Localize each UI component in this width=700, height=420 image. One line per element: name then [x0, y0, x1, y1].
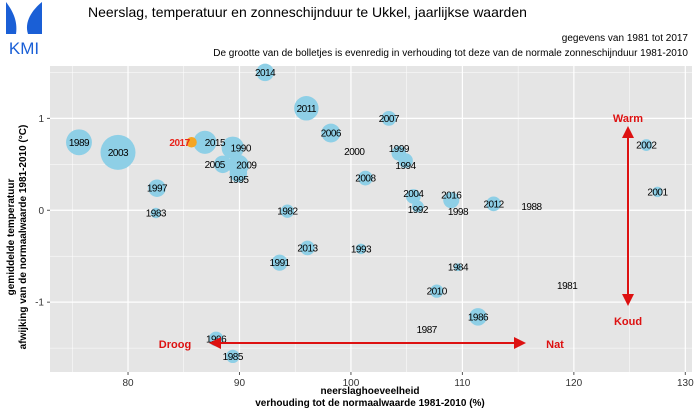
year-label-1982: 1982	[277, 207, 298, 218]
year-label-2005: 2005	[205, 160, 226, 171]
x-tick-label: 130	[677, 378, 694, 389]
bubble-1994	[398, 153, 413, 168]
year-label-1993: 1993	[351, 244, 372, 255]
annotation-warm: Warm	[613, 113, 643, 125]
x-axis-title-line2: verhouding tot de normaalwaarde 1981-201…	[255, 398, 485, 409]
year-label-2015: 2015	[205, 138, 226, 149]
year-label-1985: 1985	[223, 352, 244, 363]
bubble-1993	[355, 243, 367, 255]
bubble-1986	[469, 308, 487, 326]
bubble-2011	[294, 96, 319, 121]
year-label-2012: 2012	[483, 199, 504, 210]
year-label-1981: 1981	[557, 281, 578, 292]
bubble-2005	[214, 155, 232, 174]
year-label-1987: 1987	[417, 325, 438, 336]
year-label-1991: 1991	[269, 258, 290, 269]
year-label-1984: 1984	[448, 263, 469, 274]
year-label-2009: 2009	[236, 161, 257, 172]
bubble-2016	[443, 192, 460, 209]
bubble-2017	[186, 137, 197, 148]
bubble-2010	[430, 284, 444, 298]
year-label-2007: 2007	[379, 114, 400, 125]
y-tick-label: 1	[38, 114, 44, 125]
bubble-2013	[300, 240, 315, 256]
chart-title: Neerslag, temperatuur en zonneschijnduur…	[88, 4, 527, 20]
year-label-2010: 2010	[427, 287, 448, 298]
year-label-1994: 1994	[395, 161, 416, 172]
year-label-2002: 2002	[636, 141, 657, 152]
year-label-1983: 1983	[146, 209, 167, 220]
bubble-2014	[256, 63, 274, 82]
year-label-1986: 1986	[468, 312, 489, 323]
x-tick-label: 100	[343, 378, 360, 389]
bubble-1991	[271, 254, 288, 271]
bubble-2001	[652, 186, 663, 198]
panel-background	[50, 66, 692, 372]
x-tick-label: 110	[454, 378, 470, 389]
bubble-2008	[358, 170, 373, 186]
year-label-1988: 1988	[521, 202, 542, 213]
bubble-2003	[100, 134, 136, 170]
year-label-2006: 2006	[321, 129, 342, 140]
year-label-2000: 2000	[344, 147, 365, 158]
bubble-1990	[221, 136, 244, 159]
y-tick-label: -1	[35, 298, 44, 309]
bubble-1983	[150, 207, 162, 219]
year-label-1989: 1989	[69, 138, 90, 149]
annotation-koud: Koud	[614, 316, 642, 328]
year-label-1999: 1999	[389, 144, 410, 155]
svg-text:KMI: KMI	[9, 39, 39, 58]
x-tick-label: 90	[234, 378, 246, 389]
year-label-2013: 2013	[297, 243, 318, 254]
year-label-1992: 1992	[408, 205, 429, 216]
bubble-1984	[454, 263, 462, 272]
year-label-2001: 2001	[647, 187, 668, 198]
bubble-2006	[321, 123, 341, 143]
bubble-2012	[486, 196, 501, 212]
year-label-1998: 1998	[448, 207, 469, 218]
kmi-logo: KMI	[6, 2, 42, 58]
annotation-nat: Nat	[546, 339, 564, 351]
bubble-2002	[640, 139, 653, 151]
year-label-1995: 1995	[228, 175, 249, 186]
year-label-1990: 1990	[231, 143, 252, 154]
year-label-2004: 2004	[403, 189, 424, 200]
year-label-2003: 2003	[108, 148, 129, 159]
bubble-1992	[411, 200, 424, 213]
x-axis-title: neerslaghoeveelheid verhouding tot de no…	[50, 386, 690, 410]
year-label-2011: 2011	[297, 104, 317, 115]
bubble-1982	[280, 204, 295, 218]
bubble-1995	[229, 164, 248, 183]
year-label-2016: 2016	[441, 191, 462, 202]
y-tick-label: 0	[38, 206, 44, 217]
annotation-droog: Droog	[159, 339, 191, 351]
bubble-1985	[226, 349, 240, 364]
year-label-2017: 2017	[169, 138, 190, 149]
y-axis-title-line2: afwijking van de normaalwaarde 1981-2010…	[18, 124, 29, 350]
y-axis-title-line1: gemiddelde temperatuur	[6, 178, 17, 296]
y-axis-title: gemiddelde temperatuur afwijking van de …	[6, 117, 30, 357]
bubble-1989	[66, 129, 92, 156]
year-label-2008: 2008	[355, 174, 376, 185]
bubble-2004	[406, 189, 421, 204]
year-label-2014: 2014	[255, 68, 276, 79]
x-tick-label: 120	[566, 378, 583, 389]
chart-subtitle-period: gegevens van 1981 tot 2017	[561, 33, 688, 44]
chart-subtitle-bubble-note: De grootte van de bolletjes is evenredig…	[213, 48, 688, 59]
bubble-1997	[148, 179, 166, 197]
bubble-2015	[193, 130, 217, 154]
year-label-1997: 1997	[147, 184, 168, 195]
bubble-2007	[381, 111, 397, 126]
x-tick-label: 80	[122, 378, 134, 389]
x-axis-title-line1: neerslaghoeveelheid	[320, 386, 420, 397]
